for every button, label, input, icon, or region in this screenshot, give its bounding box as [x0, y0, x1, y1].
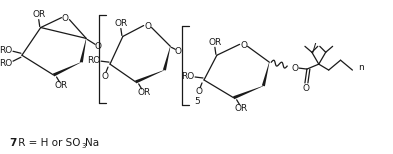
Text: R = H or SO: R = H or SO [15, 138, 81, 148]
Text: O: O [175, 47, 182, 56]
Text: O: O [144, 22, 151, 31]
Text: O: O [62, 14, 69, 23]
Text: O: O [196, 87, 202, 96]
Polygon shape [163, 46, 171, 71]
Text: OR: OR [114, 19, 127, 28]
Text: 7: 7 [9, 138, 17, 148]
Text: OR: OR [235, 104, 248, 113]
Text: RO: RO [0, 46, 13, 55]
Text: O: O [240, 41, 247, 50]
Text: OR: OR [137, 88, 150, 97]
Text: OR: OR [32, 10, 45, 19]
Polygon shape [233, 86, 263, 99]
Text: OR: OR [208, 38, 222, 47]
Text: 5: 5 [194, 97, 200, 106]
Text: RO: RO [182, 71, 195, 81]
Polygon shape [135, 70, 165, 83]
Polygon shape [53, 62, 81, 76]
Text: O: O [101, 71, 108, 81]
Text: O: O [303, 84, 309, 93]
Text: /: / [312, 41, 316, 54]
Text: Na: Na [85, 138, 99, 148]
Polygon shape [262, 62, 270, 86]
Text: RO: RO [88, 56, 101, 65]
Polygon shape [80, 38, 86, 63]
Text: RO: RO [0, 59, 13, 68]
Text: O: O [292, 64, 299, 73]
Text: OR: OR [55, 81, 68, 90]
Text: O: O [95, 42, 102, 51]
Text: 3: 3 [81, 143, 86, 149]
Text: n: n [358, 63, 364, 72]
